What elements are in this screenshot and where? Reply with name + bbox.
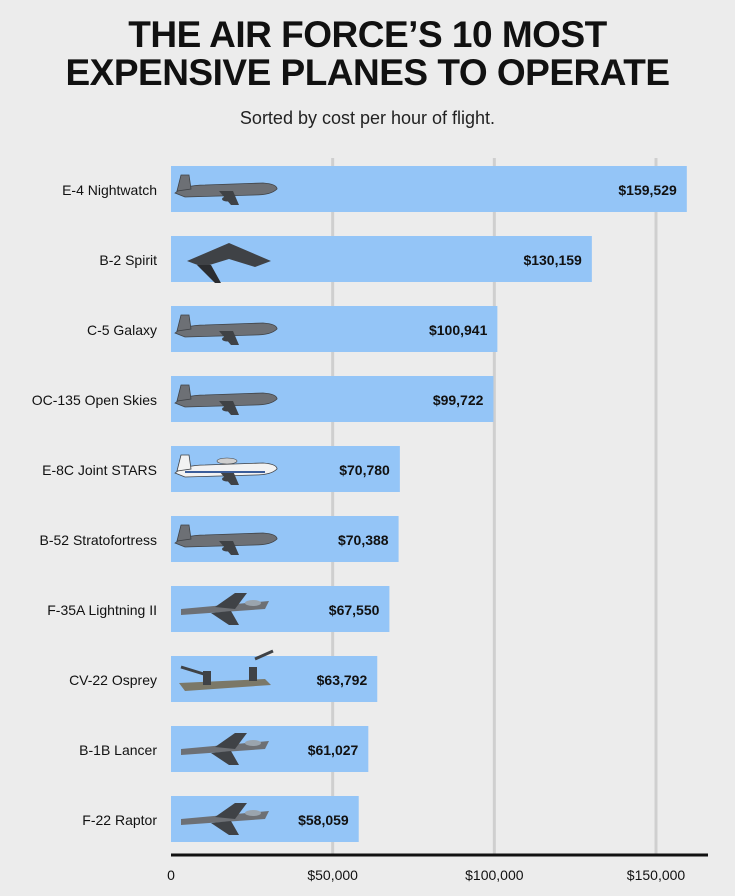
category-label: E-8C Joint STARS <box>42 462 157 478</box>
value-label: $100,941 <box>429 322 488 338</box>
value-label: $130,159 <box>523 252 582 268</box>
f35a-lightning-plane-icon <box>181 593 269 625</box>
f22-raptor-plane-icon <box>181 803 269 835</box>
c5-galaxy-plane-icon <box>174 314 278 345</box>
chart-subtitle: Sorted by cost per hour of flight. <box>239 108 496 128</box>
x-axis: 0 $50,000 $100,000 $150,000 <box>167 853 708 883</box>
plane-icons <box>174 174 278 835</box>
value-labels: $159,529 $130,159 $100,941 $99,722 $70,780 $7… <box>298 182 677 828</box>
category-label: OC-135 Open Skies <box>32 392 157 408</box>
b2-spirit-plane-icon <box>187 243 271 283</box>
category-labels: E-4 Nightwatch B-2 Spirit C-5 Galaxy OC-135… <box>32 182 158 828</box>
cv22-osprey-plane-icon <box>179 649 274 691</box>
b52-stratofortress-plane-icon <box>174 524 278 555</box>
x-tick-label: 0 <box>167 867 175 883</box>
e4-nightwatch-plane-icon <box>174 174 278 205</box>
value-label: $58,059 <box>298 812 349 828</box>
b1b-lancer-plane-icon <box>181 733 269 765</box>
chart-title-line-1: THE AIR FORCE’S 10 MOST <box>128 14 607 55</box>
category-label: B-1B Lancer <box>79 742 157 758</box>
value-label: $70,780 <box>339 462 390 478</box>
chart-title-line-2: EXPENSIVE PLANES TO OPERATE <box>65 52 671 93</box>
oc135-open-skies-plane-icon <box>174 384 278 415</box>
value-label: $67,550 <box>329 602 380 618</box>
category-label: CV-22 Osprey <box>69 672 157 688</box>
value-label: $61,027 <box>308 742 359 758</box>
category-label: B-52 Stratofortress <box>40 532 158 548</box>
category-label: B-2 Spirit <box>99 252 157 268</box>
category-label: F-35A Lightning II <box>47 602 157 618</box>
x-tick-label: $100,000 <box>465 867 524 883</box>
category-label: F-22 Raptor <box>82 812 157 828</box>
x-tick-label: $50,000 <box>307 867 358 883</box>
e8c-joint-stars-plane-icon <box>174 454 278 485</box>
chart-title: THE AIR FORCE’S 10 MOST EXPENSIVE PLANES… <box>0 16 735 92</box>
x-tick-label: $150,000 <box>627 867 686 883</box>
category-label: E-4 Nightwatch <box>62 182 157 198</box>
value-label: $99,722 <box>433 392 484 408</box>
value-label: $63,792 <box>317 672 368 688</box>
category-label: C-5 Galaxy <box>87 322 157 338</box>
value-label: $70,388 <box>338 532 389 548</box>
value-label: $159,529 <box>618 182 677 198</box>
